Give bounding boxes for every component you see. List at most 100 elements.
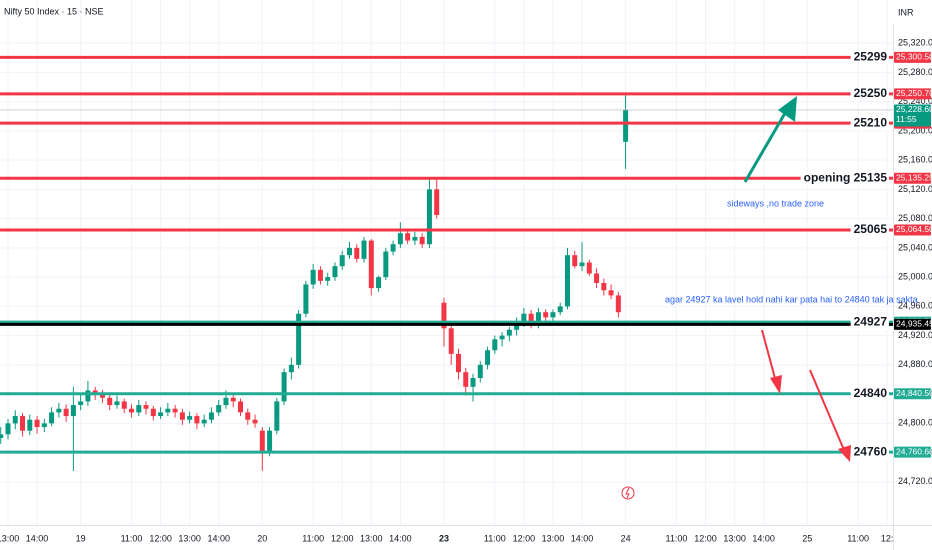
chart-title: Nifty 50 Index · 15 · NSE <box>4 6 104 16</box>
candle-body <box>56 408 62 413</box>
candle-body <box>492 339 498 351</box>
price-badge <box>894 224 931 236</box>
candle-body <box>274 401 280 431</box>
level-label-bg <box>850 86 889 101</box>
y-tick-label: 25,120.00 <box>898 184 932 194</box>
level-label-bg <box>850 386 889 401</box>
arrow-shaft <box>809 369 845 451</box>
candle-body <box>441 302 447 329</box>
currency[interactable]: INR <box>898 7 914 17</box>
x-tick-label: 11:00 <box>302 533 324 543</box>
y-tick-label: 25,320.00 <box>898 38 932 48</box>
price-badge <box>894 104 931 127</box>
level-label: 25065 <box>854 222 888 236</box>
x-tick-label: 20 <box>257 533 267 543</box>
candle-body <box>288 364 294 373</box>
candle-body <box>586 262 592 274</box>
x-tick-label: 23 <box>439 533 449 543</box>
price-badge-label: 24,935.45 <box>896 319 932 329</box>
candle-body <box>187 416 193 420</box>
candle-body <box>579 262 585 267</box>
y-tick-label: 25,000.00 <box>898 271 932 281</box>
candle-body <box>230 397 236 402</box>
x-tick-label: 11:00 <box>484 533 506 543</box>
candle-body <box>332 266 338 278</box>
candle-body <box>506 329 512 336</box>
level-label-bg <box>850 222 889 237</box>
candle-body <box>455 353 461 373</box>
candle-body <box>477 364 483 379</box>
y-tick-label: 25,040.00 <box>898 242 932 252</box>
x-tick-label: 13:00 <box>0 533 19 543</box>
candle-body <box>608 290 614 296</box>
event-circle[interactable] <box>621 486 635 500</box>
y-tick-label: 25,240.00 <box>898 96 932 106</box>
candle-body <box>194 416 200 424</box>
currency-box <box>893 0 932 24</box>
annotation: sideways ,no trade zone <box>727 198 824 208</box>
candle-body <box>463 372 469 387</box>
y-tick-label: 25,280.00 <box>898 67 932 77</box>
x-tick-label: 12:00 <box>694 533 717 543</box>
price-badge-label: 25,250.70 <box>896 88 932 98</box>
candle-body <box>543 312 549 318</box>
candle-body <box>259 430 265 453</box>
candle-body <box>317 269 323 281</box>
level-label-bg <box>850 50 889 65</box>
y-tick-label: 25,080.00 <box>898 213 932 223</box>
candle-body <box>12 416 18 424</box>
candle-body <box>121 401 127 409</box>
candle-body <box>470 378 476 387</box>
price-badge-label: 25,300.50 <box>896 52 932 62</box>
candle-body <box>383 251 389 278</box>
candle-body <box>354 247 360 259</box>
arrow-head <box>778 96 797 122</box>
candle-body <box>448 328 454 354</box>
candle-body <box>107 397 113 406</box>
candle-body <box>615 295 621 313</box>
arrows <box>743 96 851 462</box>
candle-body <box>70 405 76 417</box>
candle-body <box>405 233 411 241</box>
x-tick-label: 24 <box>621 533 631 543</box>
price-badge <box>894 388 931 400</box>
y-tick-label: 25,200.00 <box>898 125 932 135</box>
level-label: 24840 <box>854 386 888 400</box>
candle-body <box>179 412 185 420</box>
x-tick-label: 11:00 <box>121 533 143 543</box>
y-tick-label: 24,800.00 <box>898 418 932 428</box>
candle-body <box>325 277 331 281</box>
x-tick-label: 13:00 <box>723 533 746 543</box>
level-label: 25299 <box>854 50 888 64</box>
price-badge <box>894 446 931 458</box>
candle-body <box>0 434 4 438</box>
countdown: 11:55 <box>896 114 917 124</box>
candle-body <box>223 397 229 406</box>
x-tick-label: 19 <box>76 533 86 543</box>
price-badge-label: 24,840.50 <box>896 388 932 398</box>
candle-body <box>601 282 607 291</box>
candle-body <box>172 408 178 413</box>
candle-body <box>346 247 352 256</box>
x-tick-label: 12:00 <box>513 533 536 543</box>
level-label: opening 25135 <box>804 170 888 184</box>
level-label-bg <box>850 445 889 460</box>
level-label-bg <box>850 315 889 330</box>
x-tick-label: 13:00 <box>542 533 565 543</box>
candle-body <box>419 236 425 245</box>
candle-body <box>303 284 309 314</box>
arrow-shaft <box>761 329 777 383</box>
y-tick-label: 24,720.00 <box>898 476 932 486</box>
candle-body <box>49 412 55 424</box>
candle-body <box>572 255 578 267</box>
candle-body <box>27 419 33 431</box>
event-icon[interactable] <box>621 486 635 500</box>
candle-body <box>368 240 374 289</box>
candle-body <box>114 401 120 406</box>
candle-body <box>158 412 164 417</box>
x-tick-label: 14:00 <box>571 533 594 543</box>
level-label: 25250 <box>854 86 888 100</box>
x-tick-label: 14:00 <box>26 533 49 543</box>
candle-body <box>310 269 316 285</box>
